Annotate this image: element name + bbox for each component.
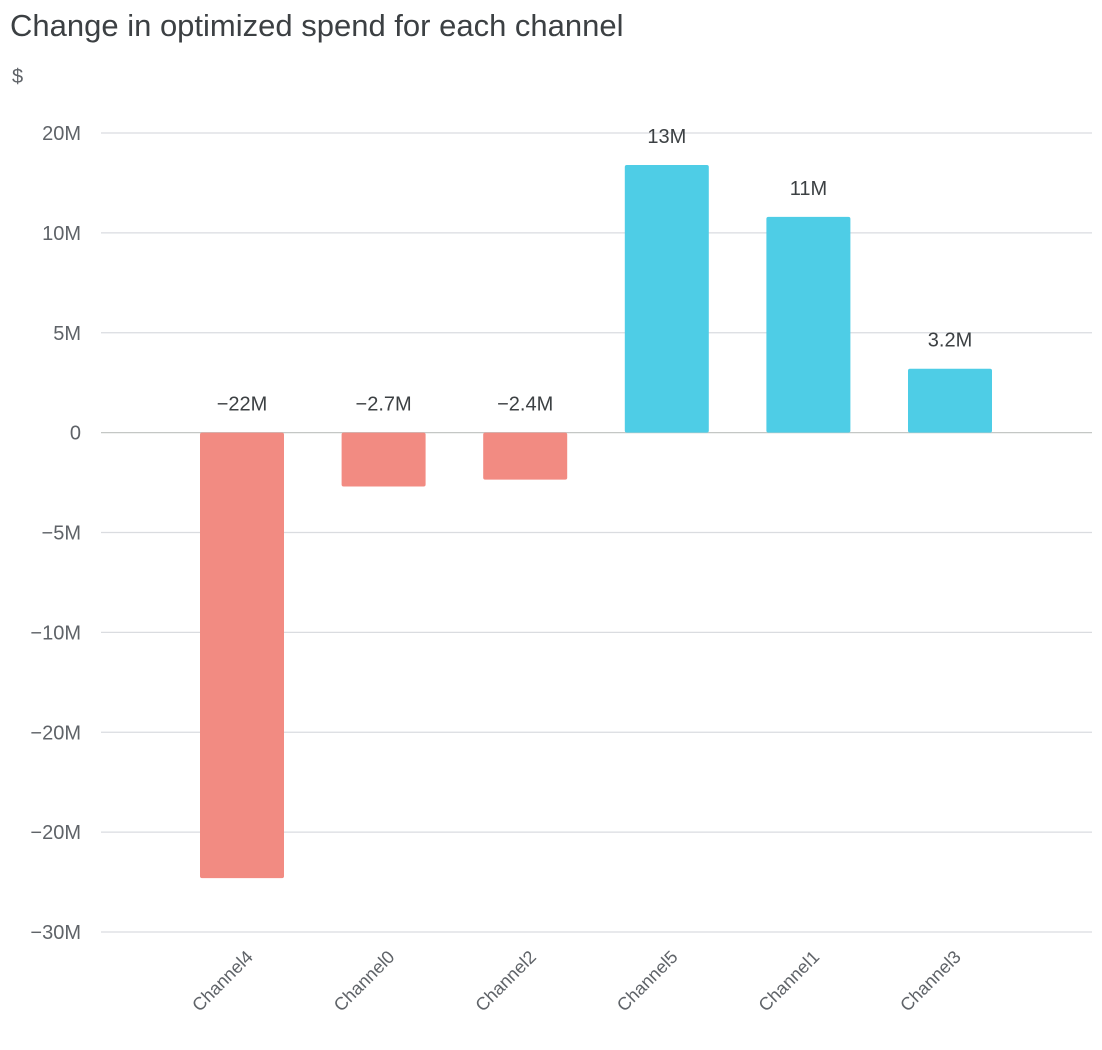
x-tick-label: Channel2 (471, 947, 540, 1016)
y-tick-label: −20M (30, 822, 81, 844)
x-tick-label: Channel0 (330, 947, 399, 1016)
y-tick-label: −20M (30, 722, 81, 744)
bar-channel4 (200, 432, 284, 879)
x-tick-label: Channel3 (896, 947, 965, 1016)
data-label: 3.2M (928, 330, 972, 352)
x-tick-label: Channel5 (613, 947, 682, 1016)
bar-channel1 (766, 216, 851, 433)
bar-channel2 (483, 432, 568, 480)
y-tick-label: −30M (30, 922, 81, 944)
data-label: 11M (790, 178, 827, 200)
y-tick-label: −10M (30, 622, 81, 644)
data-label: 13M (647, 126, 686, 148)
bar-channel0 (341, 432, 426, 487)
chart-title: Change in optimized spend for each chann… (10, 8, 624, 43)
y-tick-label: −5M (42, 523, 81, 545)
data-label: −2.7M (356, 394, 412, 416)
data-label: −2.4M (497, 394, 553, 416)
x-tick-label: Channel4 (188, 947, 257, 1016)
bar-channel5 (624, 164, 709, 433)
y-tick-label: 20M (42, 123, 81, 145)
data-label: −22M (217, 394, 268, 416)
y-tick-label: 5M (53, 323, 81, 345)
y-tick-label: 0 (70, 423, 81, 445)
bar-channel3 (908, 368, 992, 433)
y-axis-unit-label: $ (12, 66, 24, 88)
x-tick-label: Channel1 (755, 947, 824, 1016)
y-tick-label: 10M (42, 223, 81, 245)
